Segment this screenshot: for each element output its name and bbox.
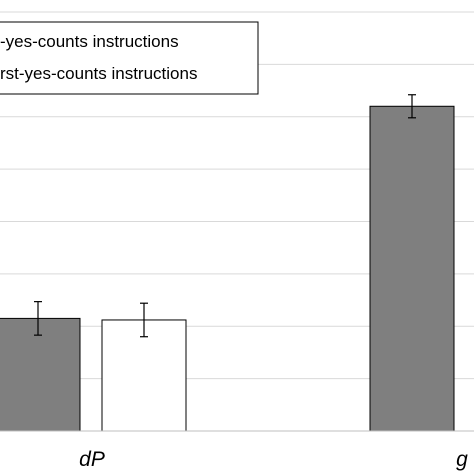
legend-box bbox=[0, 21, 259, 95]
error-bar-series2-dP bbox=[140, 302, 148, 338]
bars bbox=[0, 105, 455, 432]
legend: -yes-counts instructions rst-yes-counts … bbox=[0, 21, 259, 95]
error-bar-series1-dP bbox=[34, 301, 42, 336]
error-bars bbox=[34, 94, 416, 338]
bar-series1-g bbox=[369, 105, 455, 432]
error-bar-series1-g bbox=[408, 94, 416, 119]
legend-entry-2: rst-yes-counts instructions bbox=[0, 64, 197, 83]
x-tick-label-g: g bbox=[456, 448, 468, 471]
bar-series1-dP bbox=[0, 317, 81, 432]
bar-series2-dP bbox=[101, 319, 187, 432]
x-tick-label-dP: dP bbox=[79, 448, 105, 471]
x-tick-labels: dP g bbox=[79, 448, 468, 471]
legend-entry-1: -yes-counts instructions bbox=[0, 32, 179, 51]
